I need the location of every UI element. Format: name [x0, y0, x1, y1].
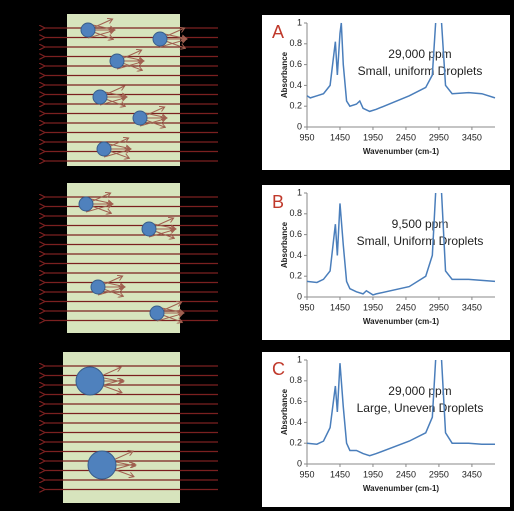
droplet: [96, 141, 112, 157]
y-axis-title: Absorbance: [280, 51, 289, 98]
y-tick-label: 1: [297, 354, 302, 364]
y-tick-label: 1: [297, 17, 302, 27]
droplet: [80, 22, 96, 38]
y-tick-label: 0.4: [289, 417, 302, 427]
y-tick-label: 0.2: [289, 438, 302, 448]
x-tick-label: 2950: [429, 132, 449, 142]
droplet: [75, 366, 105, 396]
chart-panel: [262, 185, 510, 340]
x-tick-label: 1450: [330, 469, 350, 479]
x-tick-label: 3450: [462, 132, 482, 142]
droplet: [92, 89, 108, 105]
panel-label: C: [272, 359, 285, 379]
x-tick-label: 950: [299, 302, 314, 312]
x-tick-label: 1950: [363, 302, 383, 312]
x-tick-label: 1950: [363, 132, 383, 142]
x-axis-title: Wavenumber (cm-1): [363, 147, 440, 156]
y-tick-label: 0.6: [289, 396, 302, 406]
y-tick-label: 0.6: [289, 59, 302, 69]
annotation: 29,000 ppm: [388, 47, 451, 61]
x-tick-label: 2450: [396, 469, 416, 479]
x-tick-label: 2450: [396, 302, 416, 312]
x-tick-label: 1450: [330, 302, 350, 312]
droplet: [109, 53, 125, 69]
y-tick-label: 0: [297, 121, 302, 131]
annotation: Small, Uniform Droplets: [357, 234, 484, 248]
y-tick-label: 0.8: [289, 208, 302, 218]
annotation: 29,000 ppm: [388, 384, 451, 398]
y-tick-label: 0.2: [289, 271, 302, 281]
annotation: 9,500 ppm: [392, 217, 449, 231]
x-tick-label: 1950: [363, 469, 383, 479]
panel-label: A: [272, 22, 284, 42]
x-tick-label: 3450: [462, 469, 482, 479]
y-tick-label: 0.8: [289, 375, 302, 385]
y-tick-label: 0.4: [289, 250, 302, 260]
x-axis-title: Wavenumber (cm-1): [363, 317, 440, 326]
x-tick-label: 950: [299, 469, 314, 479]
y-tick-label: 0: [297, 458, 302, 468]
y-tick-label: 0.2: [289, 101, 302, 111]
droplet: [90, 279, 106, 295]
x-tick-label: 2950: [429, 469, 449, 479]
spectrum-line: [306, 359, 495, 457]
x-tick-label: 3450: [462, 302, 482, 312]
x-tick-label: 2950: [429, 302, 449, 312]
droplet: [132, 110, 148, 126]
y-tick-label: 0.8: [289, 38, 302, 48]
droplet: [78, 196, 94, 212]
chart-panel: [262, 352, 510, 507]
droplet: [87, 450, 117, 480]
droplet: [141, 221, 157, 237]
y-axis-title: Absorbance: [280, 388, 289, 435]
y-axis-title: Absorbance: [280, 221, 289, 268]
x-axis-title: Wavenumber (cm-1): [363, 484, 440, 493]
y-tick-label: 1: [297, 187, 302, 197]
y-tick-label: 0: [297, 291, 302, 301]
droplet: [152, 31, 168, 47]
spectrum-line: [306, 22, 496, 113]
panel-label: B: [272, 192, 284, 212]
x-tick-label: 2450: [396, 132, 416, 142]
x-tick-label: 950: [299, 132, 314, 142]
y-tick-label: 0.4: [289, 80, 302, 90]
spectrum-line: [306, 192, 496, 296]
droplet: [149, 305, 165, 321]
y-tick-label: 0.6: [289, 229, 302, 239]
x-tick-label: 1450: [330, 132, 350, 142]
annotation: Large, Uneven Droplets: [357, 401, 484, 415]
annotation: Small, uniform Droplets: [358, 64, 483, 78]
